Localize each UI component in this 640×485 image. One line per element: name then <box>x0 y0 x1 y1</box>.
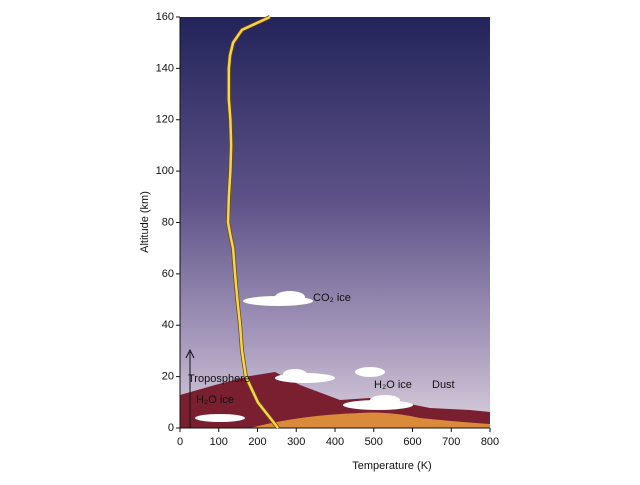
y-tick-label: 0 <box>168 422 174 434</box>
y-tick-label: 80 <box>162 216 174 228</box>
x-tick-label: 300 <box>287 436 305 448</box>
y-tick-label: 120 <box>156 114 174 126</box>
plot-background <box>180 17 490 428</box>
y-tick-label: 140 <box>156 62 174 74</box>
annotation: Dust <box>432 379 455 391</box>
x-tick-label: 100 <box>210 436 228 448</box>
arrow-head <box>185 348 195 359</box>
x-tick-label: 400 <box>326 436 344 448</box>
y-axis-label: Altitude (km) <box>139 191 151 253</box>
y-tick-label: 40 <box>162 319 174 331</box>
annotation: CO₂ ice <box>313 292 351 304</box>
y-tick-label: 20 <box>162 371 174 383</box>
x-tick-label: 200 <box>248 436 266 448</box>
y-tick-label: 100 <box>156 165 174 177</box>
annotation: H₂O ice <box>196 394 234 406</box>
x-tick-label: 500 <box>365 436 383 448</box>
annotation: Troposphere <box>188 373 250 385</box>
y-tick-label: 160 <box>156 11 174 23</box>
x-axis-label: Temperature (K) <box>352 460 431 472</box>
x-tick-label: 800 <box>481 436 499 448</box>
dunes <box>250 412 490 428</box>
clouds <box>195 291 413 422</box>
x-tick-label: 600 <box>403 436 421 448</box>
line <box>226 15 280 429</box>
y-tick-label: 60 <box>162 268 174 280</box>
mountains <box>180 372 490 428</box>
x-tick-label: 700 <box>442 436 460 448</box>
annotation: H₂O ice <box>374 379 412 391</box>
x-tick-label: 0 <box>177 436 183 448</box>
